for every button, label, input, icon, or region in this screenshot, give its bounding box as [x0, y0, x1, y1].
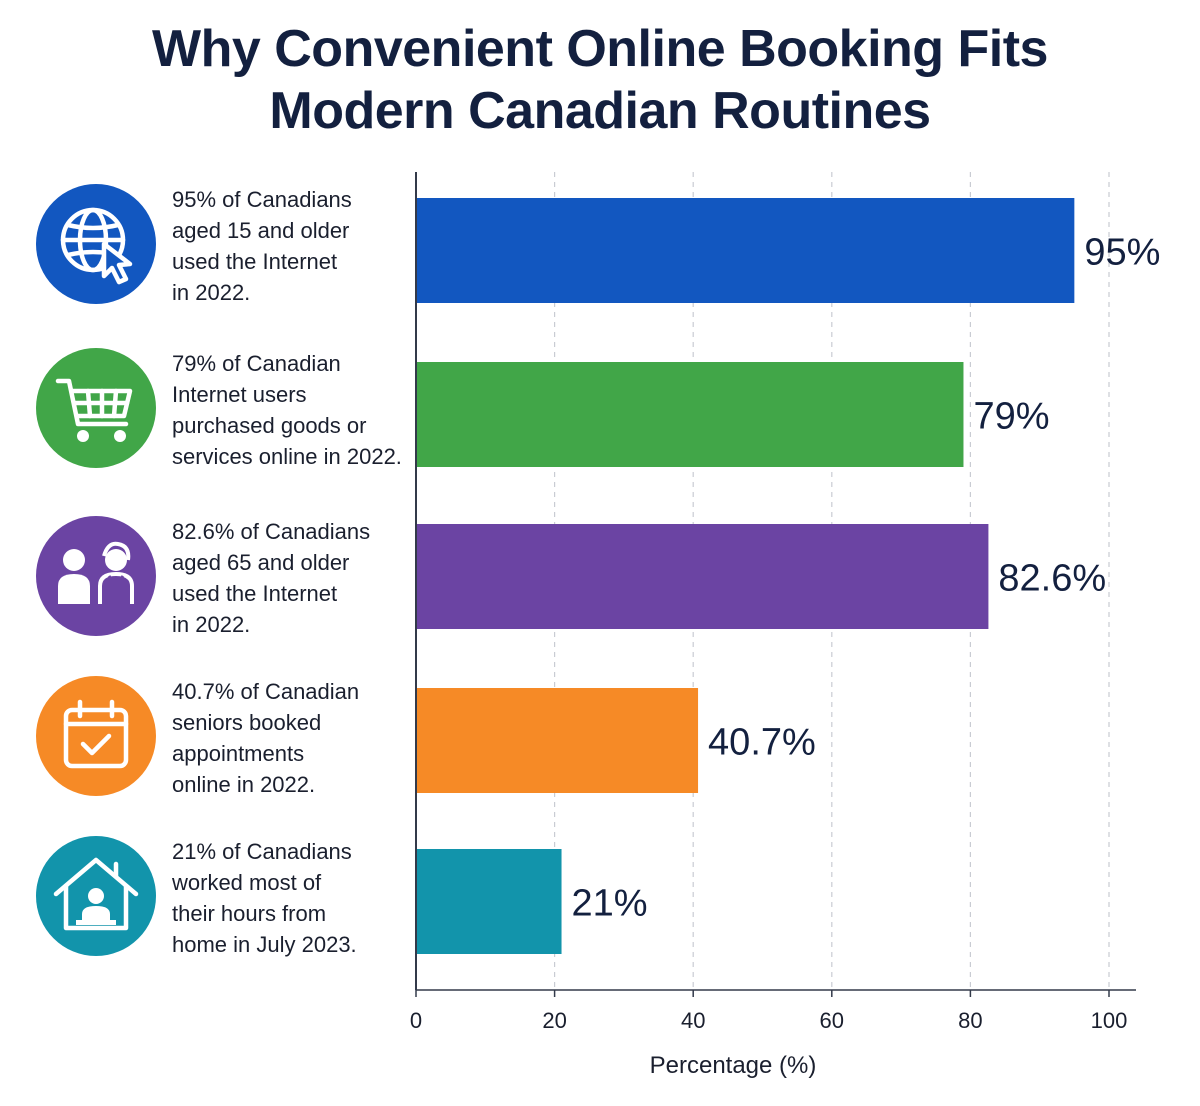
bar-0	[416, 198, 1075, 303]
desc-line: 79% of Canadian	[172, 351, 341, 376]
desc-line: their hours from	[172, 901, 327, 926]
desc-line: appointments	[172, 741, 305, 766]
bar-1	[416, 362, 964, 467]
desc-line: used the Internet	[172, 249, 338, 274]
desc-line: aged 65 and older	[172, 550, 350, 575]
row-description-4: 21% of Canadians worked most of their ho…	[172, 836, 422, 960]
desc-line: purchased goods or	[172, 413, 367, 438]
title-line-1: Why Convenient Online Booking Fits	[152, 20, 1048, 78]
desc-line: online in 2022.	[172, 772, 316, 797]
x-axis-title: Percentage (%)	[650, 1052, 817, 1079]
x-tick-label: 100	[1091, 1008, 1128, 1033]
desc-line: in 2022.	[172, 612, 251, 637]
desc-line: 40.7% of Canadian	[172, 679, 360, 704]
bar-4	[416, 849, 562, 954]
row-label-4: 21% of Canadians worked most of their ho…	[36, 836, 416, 960]
axes: 0 20 40 60 80 100	[410, 172, 1136, 1033]
desc-line: in 2022.	[172, 280, 251, 305]
row-label-1: 79% of Canadian Internet users purchased…	[36, 348, 416, 472]
row-description-1: 79% of Canadian Internet users purchased…	[172, 348, 422, 472]
home-office-icon	[36, 836, 156, 956]
value-label-0: 95%	[1084, 232, 1160, 274]
desc-line: seniors booked	[172, 710, 322, 735]
chart-title: Why Convenient Online Booking Fits Moder…	[0, 18, 1200, 142]
row-description-2: 82.6% of Canadians aged 65 and older use…	[172, 516, 422, 640]
value-label-3: 40.7%	[708, 722, 816, 764]
row-label-0: 95% of Canadians aged 15 and older used …	[36, 184, 416, 308]
row-label-3: 40.7% of Canadian seniors booked appoint…	[36, 676, 416, 800]
x-tick-label: 80	[958, 1008, 982, 1033]
x-tick-label: 60	[820, 1008, 844, 1033]
desc-line: home in July 2023.	[172, 932, 357, 957]
shopping-cart-icon	[36, 348, 156, 468]
bar-3	[416, 688, 699, 793]
x-tick-label: 40	[681, 1008, 705, 1033]
x-tick-label: 0	[410, 1008, 422, 1033]
x-tick-label: 20	[542, 1008, 566, 1033]
desc-line: services online in 2022.	[172, 444, 402, 469]
value-label-1: 79%	[973, 396, 1049, 438]
seniors-couple-icon	[36, 516, 156, 636]
bar-2	[416, 524, 989, 629]
desc-line: 95% of Canadians	[172, 187, 352, 212]
desc-line: aged 15 and older	[172, 218, 350, 243]
desc-line: 82.6% of Canadians	[172, 519, 371, 544]
row-description-0: 95% of Canadians aged 15 and older used …	[172, 184, 422, 308]
calendar-check-icon	[36, 676, 156, 796]
value-label-4: 21%	[572, 883, 648, 925]
bars: 95% 79% 82.6% 40.7% 21%	[416, 198, 1160, 954]
desc-line: Internet users	[172, 382, 307, 407]
globe-cursor-icon	[36, 184, 156, 304]
desc-line: used the Internet	[172, 581, 338, 606]
desc-line: 21% of Canadians	[172, 839, 352, 864]
title-line-2: Modern Canadian Routines	[269, 82, 931, 140]
row-label-2: 82.6% of Canadians aged 65 and older use…	[36, 516, 416, 640]
value-label-2: 82.6%	[998, 558, 1106, 600]
row-description-3: 40.7% of Canadian seniors booked appoint…	[172, 676, 422, 800]
desc-line: worked most of	[172, 870, 322, 895]
